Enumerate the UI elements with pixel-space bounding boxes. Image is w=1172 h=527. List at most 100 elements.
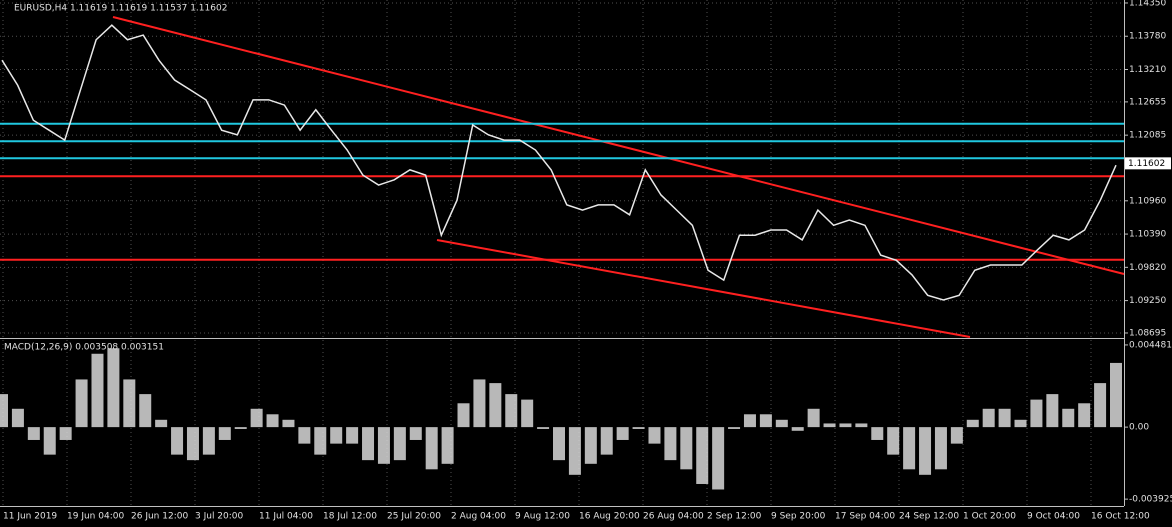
histogram-bar bbox=[966, 419, 979, 428]
histogram-bar bbox=[616, 427, 629, 440]
histogram-bar bbox=[314, 427, 327, 455]
histogram-bar bbox=[680, 427, 693, 470]
histogram-bar bbox=[712, 427, 725, 490]
histogram-bar bbox=[521, 399, 534, 428]
histogram-bar bbox=[218, 427, 231, 440]
histogram-bar bbox=[903, 427, 916, 470]
histogram-bar bbox=[457, 403, 470, 428]
x-tick-label: 2 Aug 04:00 bbox=[451, 512, 506, 522]
histogram-bar bbox=[155, 419, 168, 428]
histogram-bar bbox=[393, 427, 406, 461]
histogram-bar bbox=[1014, 419, 1027, 428]
histogram-bar bbox=[1062, 408, 1075, 428]
x-tick-label: 18 Jul 12:00 bbox=[323, 512, 377, 522]
x-tick-label: 26 Aug 04:00 bbox=[643, 512, 704, 522]
histogram-bar bbox=[202, 427, 215, 455]
histogram-bar bbox=[409, 427, 422, 440]
histogram-bar bbox=[91, 353, 104, 428]
y-tick-label: 1.12655 bbox=[1129, 97, 1166, 107]
x-tick-label: 11 Jun 2019 bbox=[3, 512, 57, 522]
y-tick-label: 1.09250 bbox=[1129, 296, 1166, 306]
x-tick-label: 16 Aug 20:00 bbox=[579, 512, 640, 522]
histogram-bar bbox=[234, 427, 247, 429]
y-tick-label: 1.13780 bbox=[1129, 32, 1166, 42]
histogram-bar bbox=[362, 427, 375, 461]
histogram-bar bbox=[107, 348, 120, 428]
histogram-bar bbox=[600, 427, 613, 455]
indicator-title: MACD(12,26,9) 0.003508 0.003151 bbox=[4, 343, 164, 353]
histogram-bar bbox=[823, 423, 836, 428]
histogram-bar bbox=[139, 394, 152, 428]
histogram-bar bbox=[330, 427, 343, 444]
histogram-bar bbox=[839, 423, 852, 428]
histogram-bar bbox=[298, 427, 311, 444]
histogram-bar bbox=[473, 379, 486, 428]
histogram-bar bbox=[266, 414, 279, 428]
x-tick-label: 9 Oct 04:00 bbox=[1027, 512, 1080, 522]
histogram-bar bbox=[346, 427, 359, 444]
y-tick-label: 1.09820 bbox=[1129, 263, 1166, 273]
histogram-bar bbox=[123, 379, 136, 428]
x-tick-label: 25 Jul 20:00 bbox=[387, 512, 441, 522]
y-tick-label: 1.08695 bbox=[1129, 328, 1166, 338]
histogram-bar bbox=[171, 427, 184, 455]
histogram-bar bbox=[871, 427, 884, 440]
histogram-bar bbox=[250, 408, 263, 428]
histogram-bar bbox=[568, 427, 581, 475]
trend-line bbox=[112, 16, 1125, 275]
x-tick-label: 1 Oct 20:00 bbox=[963, 512, 1016, 522]
histogram-bar bbox=[919, 427, 932, 475]
histogram-bar bbox=[934, 427, 947, 470]
y-tick-label: 0.004481 bbox=[1129, 340, 1172, 350]
histogram-bar bbox=[759, 414, 772, 428]
y-tick-label: -0.003925 bbox=[1129, 495, 1172, 505]
histogram-bar bbox=[743, 414, 756, 428]
x-tick-label: 9 Aug 12:00 bbox=[515, 512, 570, 522]
x-tick-label: 26 Jun 12:00 bbox=[131, 512, 188, 522]
x-tick-label: 9 Sep 20:00 bbox=[771, 512, 826, 522]
histogram-bar bbox=[537, 427, 550, 429]
histogram-bar bbox=[584, 427, 597, 464]
histogram-bar bbox=[43, 427, 56, 455]
histogram-bar bbox=[632, 427, 645, 429]
histogram-bar bbox=[982, 408, 995, 428]
histogram-bar bbox=[59, 427, 72, 440]
y-tick-label: 1.10960 bbox=[1129, 196, 1166, 206]
histogram-bar bbox=[425, 427, 438, 470]
chart-title: EURUSD,H4 1.11619 1.11619 1.11537 1.1160… bbox=[14, 4, 227, 14]
y-tick-label: 1.12085 bbox=[1129, 131, 1166, 141]
histogram-bar bbox=[791, 427, 804, 431]
histogram-bar bbox=[1094, 383, 1107, 428]
histogram-bar bbox=[887, 427, 900, 455]
histogram-bar bbox=[75, 379, 88, 428]
histogram-bar bbox=[1030, 399, 1043, 428]
y-tick-label: 0.00 bbox=[1129, 423, 1149, 433]
histogram-bar bbox=[648, 427, 661, 444]
x-tick-label: 19 Jun 04:00 bbox=[67, 512, 124, 522]
price-line bbox=[1, 24, 1117, 301]
histogram-bar bbox=[377, 427, 390, 464]
histogram-bar bbox=[27, 427, 40, 440]
histogram-bar bbox=[282, 419, 295, 428]
histogram-bar bbox=[775, 419, 788, 428]
histogram-bar bbox=[505, 394, 518, 428]
x-tick-label: 17 Sep 04:00 bbox=[835, 512, 895, 522]
trend-line bbox=[436, 239, 971, 338]
x-tick-label: 2 Sep 12:00 bbox=[707, 512, 762, 522]
histogram-bar bbox=[186, 427, 199, 461]
histogram-bar bbox=[950, 427, 963, 444]
histogram-bar bbox=[11, 408, 24, 428]
histogram-bar bbox=[1110, 362, 1122, 428]
histogram-bar bbox=[855, 423, 868, 428]
x-tick-label: 16 Oct 12:00 bbox=[1091, 512, 1150, 522]
histogram-bar bbox=[696, 427, 709, 484]
y-tick-label: 1.13210 bbox=[1129, 65, 1166, 75]
histogram-bar bbox=[998, 408, 1011, 428]
x-tick-label: 3 Jul 20:00 bbox=[195, 512, 244, 522]
histogram-bar bbox=[1046, 394, 1059, 428]
x-tick-label: 11 Jul 04:00 bbox=[259, 512, 313, 522]
x-tick-label: 24 Sep 12:00 bbox=[899, 512, 959, 522]
current-price-box bbox=[1125, 157, 1171, 170]
y-tick-label: 1.10390 bbox=[1129, 230, 1166, 240]
